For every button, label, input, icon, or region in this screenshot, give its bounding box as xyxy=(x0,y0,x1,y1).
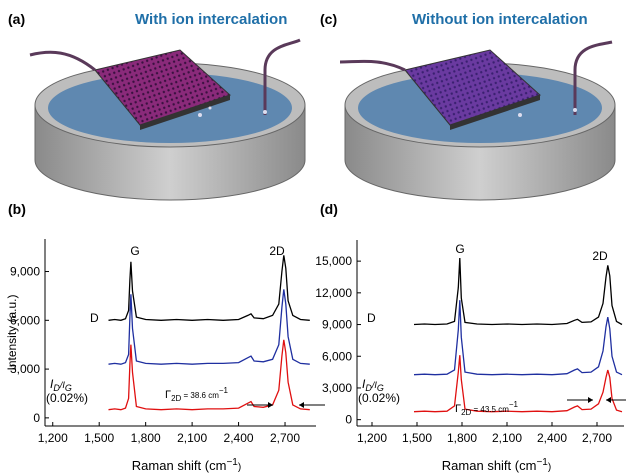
illustration-a xyxy=(29,38,306,201)
text-part: ) xyxy=(548,462,551,473)
arrow-head xyxy=(268,402,273,408)
x-tick-label: 1,200 xyxy=(38,431,68,445)
y-axis-label: Intensity (a.u.) xyxy=(5,294,19,370)
x-tick-label: 1,500 xyxy=(402,431,432,445)
x-tick-label: 1,500 xyxy=(84,431,114,445)
panel-label: (b) xyxy=(8,201,26,217)
arrow-head xyxy=(299,402,304,408)
text-part: Γ xyxy=(165,389,171,401)
y-tick-label: 6,000 xyxy=(322,349,352,363)
ratio-value: (0.02%) xyxy=(358,391,400,405)
panel-label: (a) xyxy=(8,11,25,27)
x-tick-label: 2,400 xyxy=(224,431,254,445)
text-part: D xyxy=(365,383,372,393)
text-part: −1 xyxy=(219,386,229,395)
text-part: D xyxy=(53,383,60,393)
arrow-head xyxy=(606,397,611,403)
text-part: G xyxy=(65,383,72,393)
x-tick-label: 2,700 xyxy=(582,431,612,445)
ratio-label: ID/IG xyxy=(362,377,384,393)
peak-label: D xyxy=(90,311,99,325)
text-part: Raman shift (cm xyxy=(132,458,227,473)
y-tick-label: 15,000 xyxy=(315,254,352,268)
spectrum-line xyxy=(413,300,623,376)
text-part: I xyxy=(362,377,366,391)
x-tick-label: 2,400 xyxy=(537,431,567,445)
panel-label: (d) xyxy=(320,201,338,217)
x-axis-label: Raman shift (cm−1) xyxy=(132,457,241,473)
y-tick-label: 3,000 xyxy=(322,381,352,395)
y-tick-label: 6,000 xyxy=(10,313,40,327)
x-tick-label: 2,100 xyxy=(177,431,207,445)
text-part: −1 xyxy=(536,457,548,468)
text-part: I xyxy=(50,377,54,391)
x-tick-label: 1,800 xyxy=(447,431,477,445)
y-tick-label: 9,000 xyxy=(10,265,40,279)
text-part: /I xyxy=(371,380,378,390)
y-tick-label: 9,000 xyxy=(322,318,352,332)
text-part: Raman shift (cm xyxy=(442,458,537,473)
peak-label: G xyxy=(455,242,464,256)
x-tick-label: 2,100 xyxy=(492,431,522,445)
peak-label: 2D xyxy=(592,249,608,263)
spectrum-line xyxy=(413,257,623,326)
text-part: Γ xyxy=(455,403,461,415)
x-tick-label: 2,700 xyxy=(270,431,300,445)
y-tick-label: 12,000 xyxy=(315,286,352,300)
y-tick-label: 3,000 xyxy=(10,362,40,376)
peak-label: G xyxy=(130,244,139,258)
text-part: 2D xyxy=(461,408,471,417)
panel-title: Without ion intercalation xyxy=(412,11,588,28)
peak-label: 2D xyxy=(269,244,285,258)
text-part: 2D xyxy=(171,394,181,403)
y-tick-label: 0 xyxy=(33,411,40,425)
peak-label: D xyxy=(367,311,376,325)
y-tick-label: 0 xyxy=(345,413,352,427)
text-part: −1 xyxy=(226,457,238,468)
x-axis-label: Raman shift (cm−1) xyxy=(442,457,551,473)
x-tick-label: 1,800 xyxy=(131,431,161,445)
text-part: G xyxy=(377,383,384,393)
spectrum-line xyxy=(108,255,310,321)
arrow-head xyxy=(588,397,593,403)
panel-title: With ion intercalation xyxy=(135,11,287,28)
fwhm-label: Γ2D = 43.5 cm−1 xyxy=(455,400,519,417)
illustration-c xyxy=(339,40,616,201)
panel-label: (c) xyxy=(320,11,337,27)
text-part: −1 xyxy=(509,400,519,409)
text-part: /I xyxy=(59,380,66,390)
ratio-label: ID/IG xyxy=(50,377,72,393)
spectrum-line xyxy=(413,355,623,413)
x-tick-label: 1,200 xyxy=(357,431,387,445)
spectrum-line xyxy=(108,339,310,411)
ratio-value: (0.02%) xyxy=(46,391,88,405)
text-part: = 38.6 cm xyxy=(181,391,219,400)
fwhm-label: Γ2D = 38.6 cm−1 xyxy=(165,386,229,403)
text-part: = 43.5 cm xyxy=(471,405,509,414)
spectrum-line xyxy=(108,289,310,365)
text-part: ) xyxy=(238,462,241,473)
